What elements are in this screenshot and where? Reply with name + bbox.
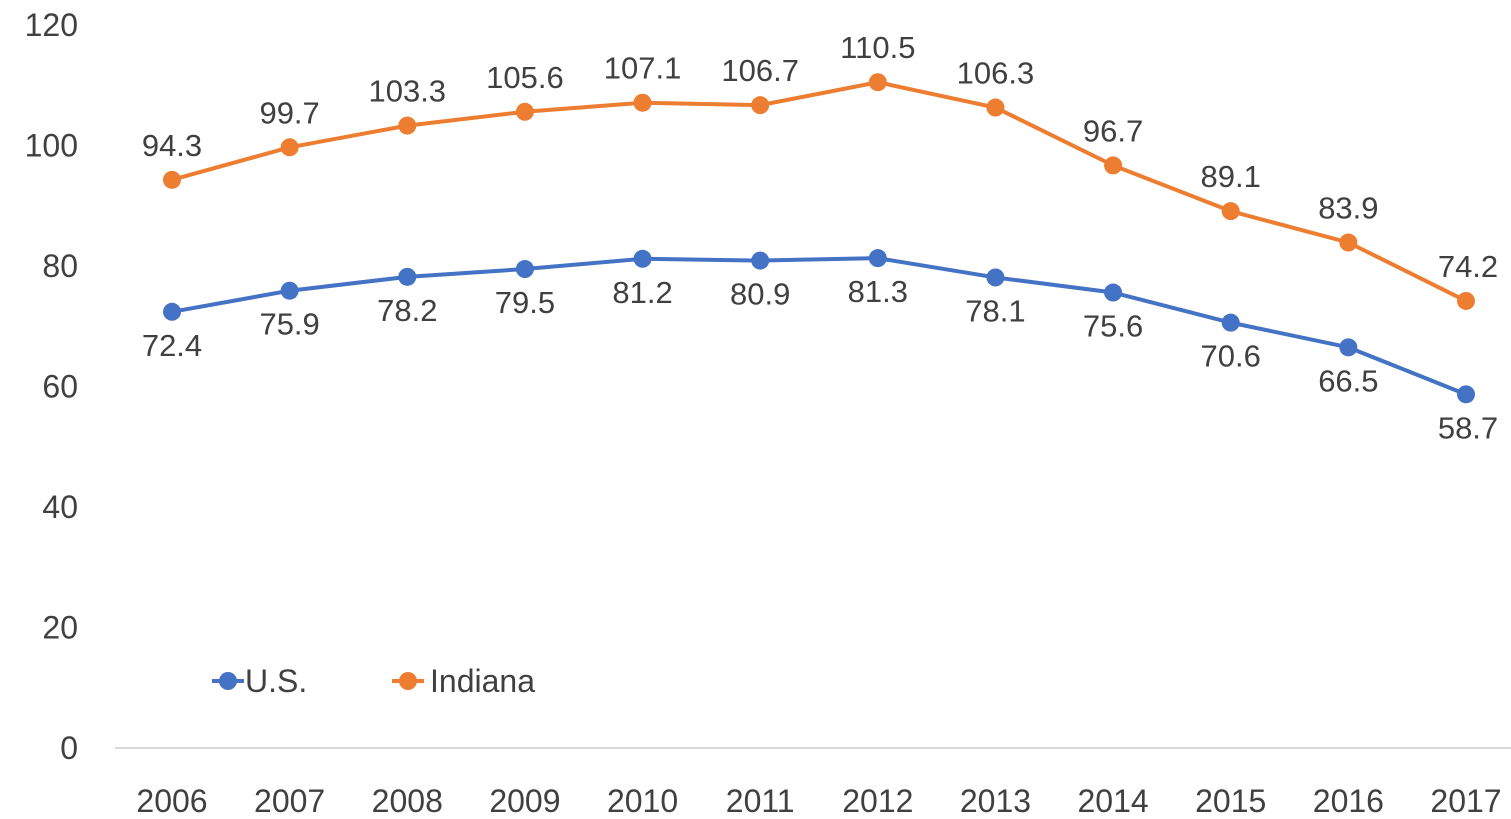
data-point <box>1457 291 1475 310</box>
x-tick-label: 2007 <box>254 783 325 819</box>
data-label: 89.1 <box>1201 159 1261 194</box>
x-tick-label: 2008 <box>372 783 443 819</box>
data-point <box>868 249 887 268</box>
x-tick-label: 2016 <box>1313 783 1384 819</box>
data-label: 105.6 <box>486 60 564 95</box>
legend-swatch-marker <box>219 672 237 690</box>
y-tick-label: 60 <box>42 369 78 405</box>
data-point <box>1221 313 1240 332</box>
axis-layer: 0 20 40 60 80 100 120 2006 2007 2008 2009 2010 2011 2… <box>25 7 1511 819</box>
data-label: 94.3 <box>142 128 202 163</box>
data-point <box>633 249 652 268</box>
x-tick-label: 2006 <box>136 783 207 819</box>
data-label: 78.2 <box>377 293 437 328</box>
data-label: 110.5 <box>840 30 915 65</box>
data-point <box>280 281 299 300</box>
series-line-u-s <box>171 256 1467 397</box>
data-point <box>280 138 299 157</box>
data-label: 66.5 <box>1318 363 1378 398</box>
x-tick-label: 2017 <box>1430 783 1501 819</box>
legend-label: Indiana <box>430 663 535 699</box>
data-point <box>515 102 534 121</box>
data-point <box>163 170 181 189</box>
series-line-indiana <box>171 80 1467 303</box>
data-point <box>1104 283 1123 302</box>
legend-swatch-marker <box>399 672 417 690</box>
data-label: 78.1 <box>965 293 1025 328</box>
data-label: 81.3 <box>848 274 908 309</box>
data-point <box>868 73 887 92</box>
data-label: 81.2 <box>612 275 672 310</box>
data-label-layer: 72.4 75.9 78.2 79.5 81.2 80.9 81.3 78.1 75.6 70.6… <box>142 30 1498 445</box>
x-tick-label: 2010 <box>607 783 678 819</box>
data-label: 106.3 <box>957 56 1035 91</box>
legend: U.S. Indiana <box>212 663 535 699</box>
x-tick-label: 2014 <box>1077 783 1148 819</box>
data-label: 80.9 <box>730 277 790 312</box>
data-point <box>986 268 1005 287</box>
data-point <box>1104 156 1123 175</box>
y-tick-label: 40 <box>42 489 78 525</box>
y-tick-label: 20 <box>42 610 78 646</box>
data-label: 107.1 <box>604 51 682 86</box>
x-tick-label: 2009 <box>489 783 560 819</box>
data-point <box>398 116 417 135</box>
data-point <box>633 93 652 112</box>
data-label: 74.2 <box>1438 249 1498 284</box>
data-point <box>515 260 534 279</box>
y-tick-label: 100 <box>25 128 78 164</box>
data-label: 99.7 <box>259 95 319 130</box>
y-tick-label: 120 <box>25 7 78 43</box>
data-label: 75.6 <box>1083 309 1143 344</box>
data-label: 96.7 <box>1083 113 1143 148</box>
series-layer <box>163 73 1475 404</box>
x-tick-label: 2011 <box>726 783 795 819</box>
data-label: 72.4 <box>142 328 202 363</box>
data-point <box>986 98 1005 117</box>
data-point <box>1339 338 1358 357</box>
data-label: 58.7 <box>1438 410 1498 445</box>
data-point <box>1221 202 1240 221</box>
data-label: 70.6 <box>1201 339 1261 374</box>
data-label: 103.3 <box>368 74 446 109</box>
legend-label: U.S. <box>245 663 307 699</box>
y-tick-label: 80 <box>42 248 78 284</box>
y-tick-label: 0 <box>60 730 78 766</box>
data-label: 83.9 <box>1318 191 1378 226</box>
data-point <box>751 251 770 270</box>
data-point <box>163 302 181 321</box>
data-label: 79.5 <box>495 285 555 320</box>
x-tick-label: 2015 <box>1195 783 1266 819</box>
data-label: 75.9 <box>259 307 319 342</box>
data-point <box>1339 233 1358 252</box>
data-point <box>1457 385 1475 404</box>
x-tick-label: 2013 <box>960 783 1031 819</box>
data-point <box>398 267 417 286</box>
data-label: 106.7 <box>721 53 799 88</box>
data-point <box>751 96 770 115</box>
x-tick-label: 2012 <box>842 783 913 819</box>
